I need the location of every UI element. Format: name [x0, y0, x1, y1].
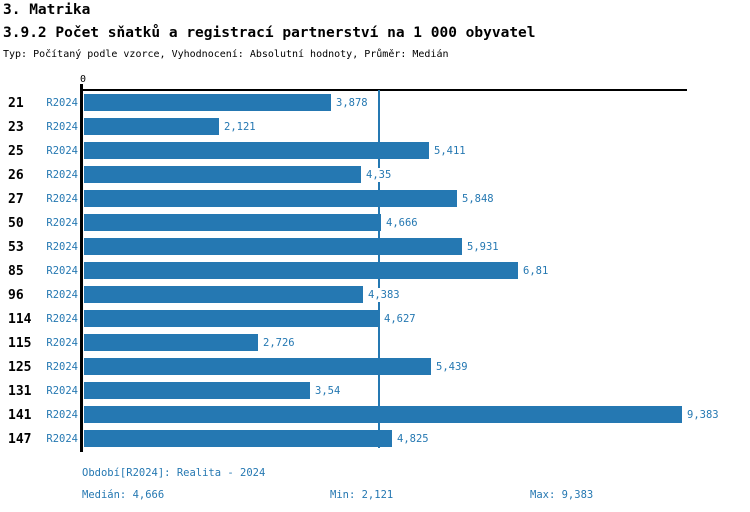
bar-value-label: 3,54 [312, 384, 344, 398]
chart-meta-line: Typ: Počítaný podle vzorce, Vyhodnocení:… [3, 49, 449, 60]
bar [84, 382, 310, 399]
bar [84, 166, 361, 183]
row-series-label: R2024 [46, 433, 78, 445]
row-category-label: 23 [8, 120, 24, 135]
bar-value-label: 2,726 [260, 336, 298, 350]
bar-value-label: 4,825 [394, 432, 432, 446]
bar [84, 310, 379, 327]
period-label: Období[R2024]: Realita - 2024 [82, 467, 266, 479]
bar [84, 286, 363, 303]
row-series-label: R2024 [46, 145, 78, 157]
row-series-label: R2024 [46, 97, 78, 109]
chart-title: 3.9.2 Počet sňatků a registrací partners… [3, 25, 536, 41]
bar [84, 262, 518, 279]
row-category-label: 25 [8, 144, 24, 159]
bar [84, 406, 682, 423]
row-series-label: R2024 [46, 361, 78, 373]
bar-value-label: 6,81 [520, 264, 552, 278]
bar-value-label: 3,878 [333, 96, 371, 110]
row-category-label: 53 [8, 240, 24, 255]
row-category-label: 50 [8, 216, 24, 231]
row-series-label: R2024 [46, 169, 78, 181]
bar-value-label: 4,35 [363, 168, 395, 182]
row-category-label: 96 [8, 288, 24, 303]
row-category-label: 141 [8, 408, 32, 423]
bar-value-label: 5,931 [464, 240, 502, 254]
bar-value-label: 2,121 [221, 120, 259, 134]
row-series-label: R2024 [46, 337, 78, 349]
x-axis-zero-tick-label: 0 [79, 74, 87, 85]
row-category-label: 125 [8, 360, 32, 375]
row-category-label: 114 [8, 312, 32, 327]
bar [84, 238, 462, 255]
bar-value-label: 4,666 [383, 216, 421, 230]
x-axis-line [82, 89, 687, 91]
section-title: 3. Matrika [3, 2, 91, 18]
bar [84, 118, 219, 135]
row-series-label: R2024 [46, 289, 78, 301]
bar [84, 430, 392, 447]
min-stat-label: Min: 2,121 [330, 489, 394, 501]
bar [84, 358, 431, 375]
bar-value-label: 5,411 [431, 144, 469, 158]
bar [84, 334, 258, 351]
max-stat-label: Max: 9,383 [530, 489, 594, 501]
bar-value-label: 5,439 [433, 360, 471, 374]
row-category-label: 131 [8, 384, 32, 399]
bar [84, 94, 331, 111]
row-series-label: R2024 [46, 193, 78, 205]
median-stat-label: Medián: 4,666 [82, 489, 165, 501]
row-category-label: 27 [8, 192, 24, 207]
y-axis-line [80, 84, 83, 452]
row-category-label: 85 [8, 264, 24, 279]
row-category-label: 147 [8, 432, 32, 447]
bar-value-label: 5,848 [459, 192, 497, 206]
row-series-label: R2024 [46, 241, 78, 253]
bar-value-label: 9,383 [684, 408, 722, 422]
row-series-label: R2024 [46, 121, 78, 133]
row-series-label: R2024 [46, 217, 78, 229]
row-series-label: R2024 [46, 313, 78, 325]
row-category-label: 21 [8, 96, 24, 111]
row-series-label: R2024 [46, 409, 78, 421]
row-series-label: R2024 [46, 385, 78, 397]
bar-value-label: 4,627 [381, 312, 419, 326]
bar-value-label: 4,383 [365, 288, 403, 302]
bar [84, 142, 429, 159]
bar [84, 190, 457, 207]
bar [84, 214, 381, 231]
row-series-label: R2024 [46, 265, 78, 277]
row-category-label: 26 [8, 168, 24, 183]
row-category-label: 115 [8, 336, 32, 351]
